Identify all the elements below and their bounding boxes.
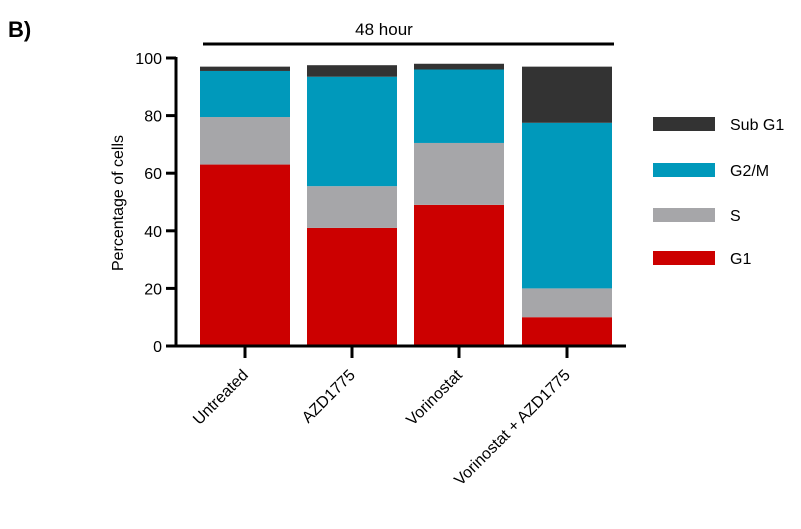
bar-sub-g1-1 <box>200 66 290 71</box>
bar-g1-4 <box>522 317 612 346</box>
legend-swatch-g1 <box>653 251 715 265</box>
legend-label-sub-g1: Sub G1 <box>730 117 784 134</box>
y-tick-label: 80 <box>144 109 162 126</box>
legend-label-g2-m: G2/M <box>730 163 769 180</box>
bar-sub-g1-2 <box>307 65 397 77</box>
x-tick-label: Vorinostat + AZD1775 <box>451 367 573 489</box>
bar-g1-2 <box>307 227 397 346</box>
legend-label-g1: G1 <box>730 251 751 268</box>
chart-title: 48 hour <box>355 20 413 39</box>
bar-g2-m-3 <box>414 69 504 143</box>
legend-swatch-s <box>653 208 715 222</box>
bar-sub-g1-4 <box>522 66 612 123</box>
bars-group <box>200 63 612 346</box>
bar-g1-3 <box>414 204 504 346</box>
x-tick-label: AZD1775 <box>299 367 359 427</box>
legend-swatch-g2-m <box>653 163 715 177</box>
y-tick-label: 100 <box>135 51 162 68</box>
bar-g2-m-2 <box>307 76 397 187</box>
x-tick-label: Vorinostat <box>403 366 466 429</box>
x-tick-label: Untreated <box>190 367 252 429</box>
bar-s-3 <box>414 142 504 205</box>
y-tick-label: 40 <box>144 224 162 241</box>
legend-swatch-sub-g1 <box>653 117 715 131</box>
bar-g2-m-1 <box>200 70 290 118</box>
legend-label-s: S <box>730 208 741 225</box>
bar-sub-g1-3 <box>414 63 504 70</box>
legend: Sub G1 G2/M S G1 <box>653 117 784 268</box>
y-tick-label: 0 <box>153 339 162 356</box>
bar-s-1 <box>200 117 290 165</box>
y-tick-label: 60 <box>144 166 162 183</box>
bar-s-2 <box>307 186 397 228</box>
axes-group <box>166 42 626 358</box>
bar-g2-m-4 <box>522 122 612 289</box>
panel-label: B) <box>8 17 31 42</box>
y-axis-label: Percentage of cells <box>110 135 127 271</box>
bar-g1-1 <box>200 164 290 346</box>
y-tick-label: 20 <box>144 281 162 298</box>
bar-s-4 <box>522 288 612 318</box>
